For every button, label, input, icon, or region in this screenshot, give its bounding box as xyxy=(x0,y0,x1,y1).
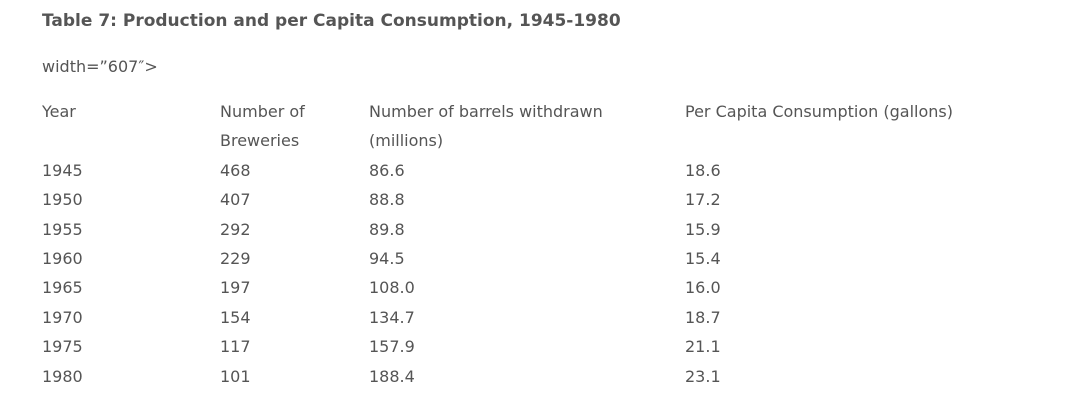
table-title: Table 7: Production and per Capita Consu… xyxy=(42,11,621,31)
cell-breweries: 292 xyxy=(220,219,251,239)
cell-year: 1955 xyxy=(42,219,83,239)
cell-breweries: 229 xyxy=(220,249,251,269)
header-barrels-line1: Number of barrels withdrawn xyxy=(369,102,603,121)
table-row: 1975 117 157.9 21.1 xyxy=(40,332,987,361)
cell-year: 1945 xyxy=(42,160,83,180)
header-breweries-line2: Breweries xyxy=(220,131,300,151)
cell-breweries: 101 xyxy=(220,366,251,386)
cell-year: 1965 xyxy=(42,278,83,298)
table-row: 1960 229 94.5 15.4 xyxy=(40,244,987,273)
cell-barrels: 157.9 xyxy=(369,337,415,357)
cell-per-capita: 15.9 xyxy=(685,219,721,239)
cell-per-capita: 15.4 xyxy=(685,249,721,269)
header-breweries-line1: Number of xyxy=(220,102,305,121)
cell-breweries: 154 xyxy=(220,307,251,327)
cell-barrels: 88.8 xyxy=(369,190,405,210)
cell-per-capita: 17.2 xyxy=(685,190,721,210)
cell-per-capita: 18.6 xyxy=(685,160,721,180)
header-barrels-line2: (millions) xyxy=(369,131,444,151)
table-row: 1965 197 108.0 16.0 xyxy=(40,273,987,302)
cell-year: 1975 xyxy=(42,337,83,357)
cell-year: 1980 xyxy=(42,366,83,386)
cell-breweries: 407 xyxy=(220,190,251,210)
cell-barrels: 86.6 xyxy=(369,160,405,180)
header-year: Year xyxy=(40,96,218,156)
cell-year: 1970 xyxy=(42,307,83,327)
header-per-capita: Per Capita Consumption (gallons) xyxy=(683,96,987,156)
table-row: 1955 292 89.8 15.9 xyxy=(40,215,987,244)
cell-per-capita: 21.1 xyxy=(685,337,721,357)
cell-barrels: 134.7 xyxy=(369,307,415,327)
header-year-label: Year xyxy=(42,102,76,121)
table-row: 1970 154 134.7 18.7 xyxy=(40,303,987,332)
cell-breweries: 117 xyxy=(220,337,251,357)
table-header: Year Number of Breweries Number of barre… xyxy=(40,96,987,156)
header-barrels: Number of barrels withdrawn (millions) xyxy=(367,96,683,156)
cell-barrels: 94.5 xyxy=(369,249,405,269)
cell-breweries: 197 xyxy=(220,278,251,298)
cell-barrels: 188.4 xyxy=(369,366,415,386)
header-per-capita-label: Per Capita Consumption (gallons) xyxy=(685,102,953,121)
cell-per-capita: 18.7 xyxy=(685,307,721,327)
cell-barrels: 89.8 xyxy=(369,219,405,239)
table-row: 1945 468 86.6 18.6 xyxy=(40,156,987,185)
header-breweries: Number of Breweries xyxy=(218,96,367,156)
table-body: 1945 468 86.6 18.6 1950 407 88.8 17.2 19… xyxy=(40,156,987,391)
cell-breweries: 468 xyxy=(220,160,251,180)
cell-barrels: 108.0 xyxy=(369,278,415,298)
table-row: 1950 407 88.8 17.2 xyxy=(40,185,987,214)
cell-year: 1950 xyxy=(42,190,83,210)
stray-markup-text: width=”607″> xyxy=(42,57,158,76)
header-row: Year Number of Breweries Number of barre… xyxy=(40,96,987,156)
production-consumption-table: Year Number of Breweries Number of barre… xyxy=(40,96,987,391)
cell-per-capita: 23.1 xyxy=(685,366,721,386)
cell-per-capita: 16.0 xyxy=(685,278,721,298)
cell-year: 1960 xyxy=(42,249,83,269)
table-row: 1980 101 188.4 23.1 xyxy=(40,362,987,391)
